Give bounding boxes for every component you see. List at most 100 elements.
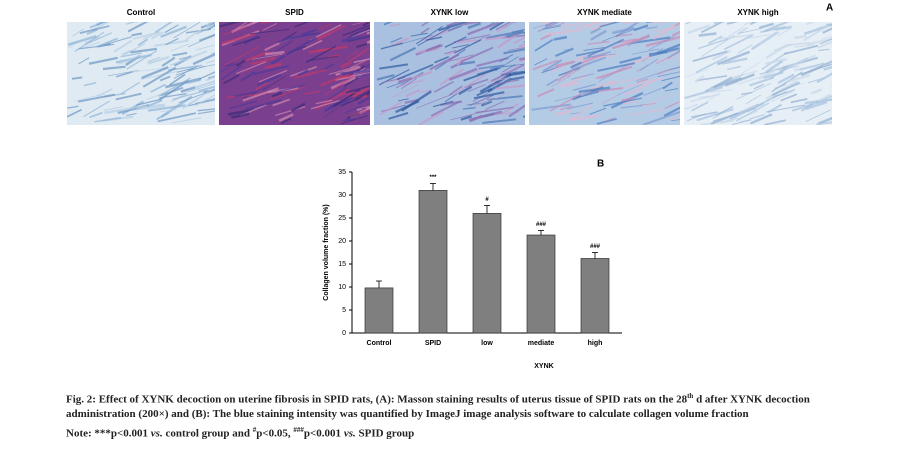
- tissue-fiber: [447, 24, 463, 32]
- tissue-fiber: [433, 80, 455, 93]
- tissue-fiber: [803, 23, 832, 36]
- tissue-fiber: [67, 35, 97, 46]
- tissue-fiber: [773, 43, 793, 52]
- tissue-fiber: [357, 96, 370, 105]
- tissue-fiber: [622, 100, 639, 105]
- x-tick-label: mediate: [528, 340, 555, 347]
- tissue-fiber: [421, 22, 430, 27]
- tissue-fiber: [555, 60, 575, 68]
- tissue-fiber: [700, 22, 724, 34]
- tissue-fiber: [270, 54, 286, 65]
- tissue-fiber: [253, 65, 290, 75]
- x-tick-label: low: [481, 340, 493, 347]
- tissue-fiber: [362, 22, 370, 27]
- tissue-fiber: [774, 83, 787, 90]
- tissue-fiber: [293, 68, 327, 79]
- tissue-fiber: [806, 38, 832, 46]
- tissue-fiber: [344, 105, 362, 114]
- tissue-fiber: [807, 77, 825, 84]
- tissue-fiber: [276, 32, 316, 44]
- tissue-fiber: [83, 82, 97, 87]
- tissue-fiber: [589, 107, 607, 115]
- tissue-fiber: [765, 57, 788, 65]
- tissue-fiber: [455, 39, 478, 44]
- tissue-fiber: [205, 87, 215, 94]
- tissue-fiber: [119, 43, 146, 58]
- panel-label: A: [826, 3, 833, 14]
- tissue-fiber: [669, 115, 680, 121]
- tissue-fiber: [249, 28, 290, 35]
- tissue-fiber: [125, 22, 137, 25]
- tissue-fiber: [495, 22, 512, 31]
- tissue-fiber: [335, 65, 361, 76]
- x-tick-label: high: [588, 340, 603, 347]
- tissue-fiber: [447, 54, 474, 63]
- tissue-fiber: [223, 74, 240, 85]
- tissue-fiber: [244, 99, 282, 111]
- panel-label: B: [597, 159, 604, 170]
- tissue-fiber: [687, 24, 711, 35]
- tissue-fiber: [103, 36, 132, 46]
- tissue-fiber: [71, 76, 83, 80]
- tissue-fiber: [165, 37, 179, 46]
- tissue-fiber: [646, 22, 655, 23]
- tissue-fiber: [78, 57, 90, 65]
- tissue-fiber: [611, 35, 650, 50]
- tissue-fiber: [549, 93, 582, 112]
- tissue-fiber: [511, 75, 525, 81]
- tissue-fiber: [176, 67, 194, 73]
- tissue-fiber: [376, 73, 395, 81]
- tissue-fiber: [596, 65, 633, 80]
- tissue-fiber: [173, 22, 201, 39]
- tissue-fiber: [141, 66, 169, 80]
- tissue-fiber: [671, 30, 680, 37]
- tissue-fiber: [221, 25, 249, 36]
- tissue-fiber: [571, 56, 606, 71]
- tissue-fiber: [764, 22, 790, 33]
- tissue-fiber: [224, 62, 235, 68]
- bar: [364, 287, 394, 334]
- tissue-fiber: [340, 47, 369, 68]
- tissue-fiber: [341, 62, 352, 69]
- tissue-fiber: [79, 25, 110, 34]
- tissue-fiber: [545, 28, 582, 36]
- tissue-fiber: [67, 108, 83, 118]
- tissue-fiber: [235, 59, 246, 67]
- tissue-fiber: [729, 103, 759, 117]
- tissue-fiber: [639, 58, 659, 72]
- tissue-fiber: [765, 104, 806, 113]
- tissue-fiber: [508, 71, 525, 77]
- tissue-fiber: [651, 22, 663, 24]
- tissue-fiber: [197, 110, 215, 115]
- tissue-fiber: [258, 69, 288, 83]
- tissue-fiber: [599, 22, 621, 28]
- tissue-fiber: [816, 121, 832, 125]
- tissue-fiber: [501, 102, 520, 115]
- tissue-fiber: [361, 94, 370, 99]
- tissue-fiber: [794, 34, 807, 40]
- tissue-fiber: [503, 48, 525, 55]
- x-tick-label: SPID: [425, 340, 441, 347]
- tissue-fiber: [157, 112, 196, 123]
- tissue-fiber: [113, 39, 133, 53]
- tissue-fiber: [235, 61, 267, 75]
- tissue-fiber: [570, 61, 582, 69]
- tissue-fiber: [137, 38, 149, 47]
- tissue-fiber: [753, 83, 764, 90]
- y-tick-label: 30: [338, 192, 346, 199]
- tissue-fiber: [640, 102, 656, 106]
- tissue-fiber: [391, 84, 419, 98]
- tissue-fiber: [695, 56, 728, 74]
- y-tick-label: 0: [342, 330, 346, 337]
- tissue-fiber: [701, 34, 736, 57]
- panel-title: SPID: [285, 8, 304, 17]
- tissue-fiber: [555, 47, 574, 57]
- tissue-fiber: [747, 34, 770, 39]
- tissue-fiber: [348, 34, 370, 39]
- tissue-fiber: [575, 22, 603, 29]
- y-tick-label: 20: [338, 238, 346, 245]
- tissue-fiber: [632, 22, 641, 24]
- tissue-fiber: [227, 108, 255, 116]
- tissue-fiber: [410, 32, 428, 37]
